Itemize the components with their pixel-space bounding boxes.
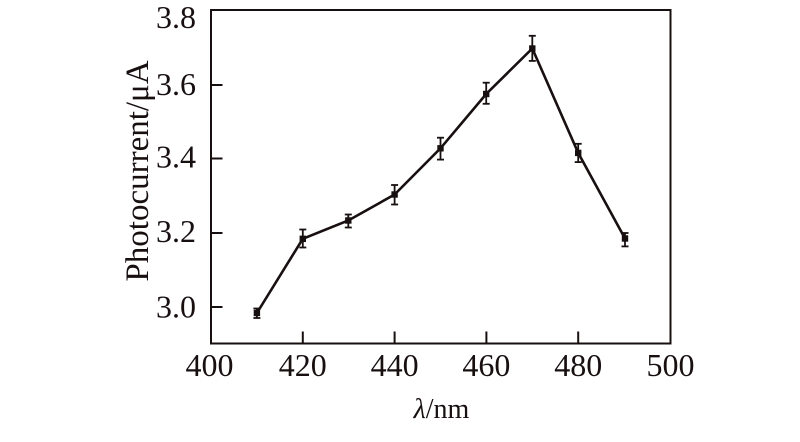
svg-text:Photocurrent/μA: Photocurrent/μA — [120, 60, 156, 281]
svg-text:3.4: 3.4 — [156, 139, 196, 175]
svg-text:3.2: 3.2 — [156, 213, 196, 249]
svg-text:480: 480 — [554, 347, 602, 383]
svg-text:400: 400 — [186, 347, 234, 383]
svg-text:420: 420 — [279, 347, 327, 383]
svg-text:440: 440 — [371, 347, 419, 383]
svg-text:λ/nm: λ/nm — [413, 394, 470, 425]
svg-text:3.0: 3.0 — [156, 289, 196, 325]
svg-text:3.6: 3.6 — [156, 66, 196, 102]
svg-text:3.8: 3.8 — [156, 0, 196, 35]
svg-text:460: 460 — [462, 347, 510, 383]
svg-text:500: 500 — [647, 347, 695, 383]
